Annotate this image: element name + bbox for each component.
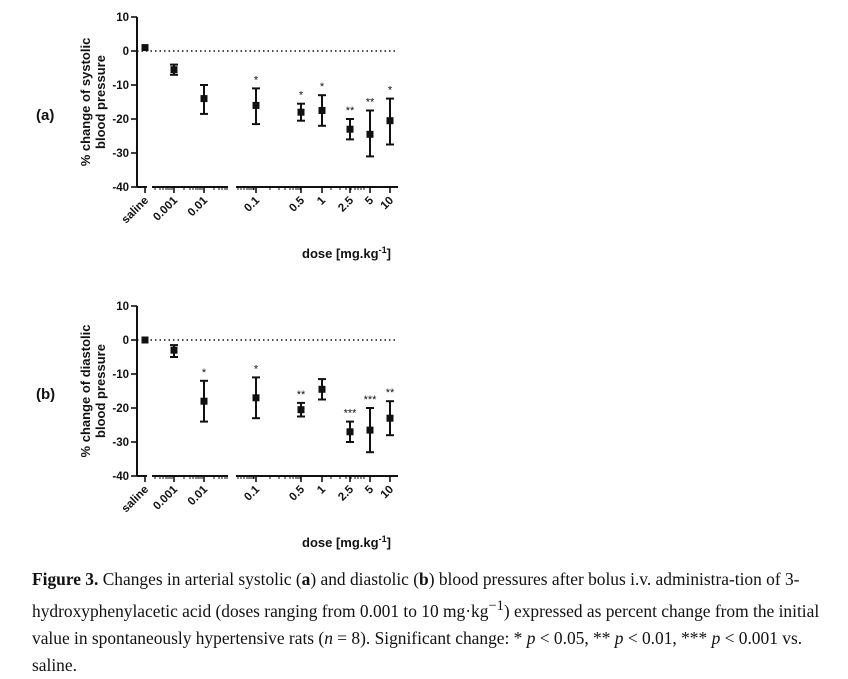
x-tick-label: 0.1 (242, 194, 262, 214)
caption-text-5: = 8). Significant change: * (332, 627, 527, 648)
data-point (297, 108, 305, 116)
significance-marker: * (254, 363, 259, 375)
x-axis-title-text: dose [mg.kg (302, 535, 379, 550)
data-point (346, 125, 354, 133)
significance-marker: *** (364, 394, 378, 406)
caption-text-3: ) blood pressures after bolus i.v. admin… (32, 569, 800, 621)
caption-text-4: ) expressed as percent change from the i… (32, 600, 820, 648)
x-tick-label: 2.5 (336, 483, 356, 503)
x-tick-label: 1 (315, 483, 328, 496)
significance-marker: ** (297, 389, 306, 401)
significance-marker: ** (386, 387, 395, 399)
caption-n: n (324, 627, 333, 648)
x-tick-label: 0.5 (287, 483, 307, 503)
data-point (346, 428, 354, 436)
y-tick-label: 0 (123, 46, 129, 58)
figure: (a)% change of systolicblood pressure100… (36, 12, 398, 550)
y-tick-label: 0 (123, 335, 129, 347)
data-point (386, 117, 394, 125)
caption-text-8: < 0.001 vs. saline. (32, 627, 803, 675)
panel-label: (a) (36, 107, 54, 124)
caption-superscript: −1 (488, 598, 504, 614)
significance-marker: * (254, 74, 259, 86)
x-axis-title-end: ] (387, 535, 391, 550)
x-tick-label: 0.5 (287, 194, 307, 214)
y-tick-label: -40 (112, 471, 129, 483)
y-tick-label: -20 (112, 114, 129, 126)
data-point (366, 130, 374, 138)
x-tick-label: 0.1 (242, 483, 262, 503)
x-tick-label: 5 (363, 483, 376, 496)
data-point (252, 394, 260, 402)
x-tick-label: saline (120, 195, 152, 227)
x-axis-title-text: dose [mg.kg (302, 246, 379, 261)
data-point (170, 346, 178, 354)
significance-marker: * (202, 367, 207, 379)
x-tick-label: 2.5 (336, 194, 356, 214)
data-point (318, 107, 326, 114)
data-point (200, 397, 208, 405)
y-tick-label: -30 (112, 148, 129, 160)
y-tick-label: 10 (116, 301, 129, 313)
chart-panel-a: (a)% change of systolicblood pressure100… (36, 12, 398, 261)
x-axis-title: dose [mg.kg-1] (302, 245, 391, 261)
chart-panel-b: (b)% change of diastolicblood pressure10… (36, 301, 398, 550)
data-point (141, 336, 149, 344)
data-point (386, 414, 394, 422)
x-axis-title-superscript: -1 (379, 245, 387, 255)
caption-p3: p (711, 627, 721, 648)
x-axis-title-superscript: -1 (379, 534, 387, 544)
data-point (170, 66, 178, 74)
x-tick-label: saline (120, 484, 152, 516)
significance-marker: * (299, 90, 304, 102)
panel-label: (b) (36, 386, 55, 403)
significance-marker: ** (346, 105, 355, 117)
data-point (200, 95, 208, 103)
y-axis-title-line: % change of diastolic (78, 325, 93, 458)
x-tick-label: 1 (315, 194, 328, 207)
x-tick-label: 0.001 (151, 483, 180, 512)
significance-marker: * (320, 81, 325, 93)
significance-marker: *** (344, 408, 358, 420)
y-tick-label: -40 (112, 182, 129, 194)
x-tick-label: 10 (379, 484, 397, 502)
y-axis-title-line: blood pressure (93, 55, 108, 149)
x-axis-title: dose [mg.kg-1] (302, 534, 391, 550)
caption-p1: p (526, 627, 536, 648)
y-axis-title: % change of systolicblood pressure (78, 38, 108, 167)
x-tick-label: 5 (363, 194, 376, 207)
y-tick-label: -10 (112, 80, 129, 92)
data-point (141, 44, 149, 52)
significance-marker: ** (366, 97, 375, 109)
caption-panel-b: b (419, 569, 429, 589)
x-tick-label: 0.001 (151, 194, 180, 223)
caption-panel-a: a (301, 569, 311, 589)
caption-text-6: < 0.05, ** (535, 627, 615, 648)
figure-caption: Figure 3. Changes in arterial systolic (… (32, 566, 832, 679)
data-point (318, 385, 326, 393)
x-axis-title-end: ] (387, 246, 391, 261)
data-point (297, 406, 305, 414)
caption-text-7: < 0.01, *** (623, 627, 712, 648)
caption-label: Figure 3. (32, 569, 99, 589)
y-tick-label: -30 (112, 437, 129, 449)
caption-p2: p (614, 627, 624, 648)
y-axis-title: % change of diastolicblood pressure (78, 325, 108, 458)
data-point (366, 426, 374, 434)
y-tick-label: -10 (112, 369, 129, 381)
data-point (252, 101, 260, 109)
caption-text-2: ) and diastolic ( (310, 569, 420, 589)
y-axis-title-line: % change of systolic (78, 38, 93, 167)
x-tick-label: 0.01 (186, 483, 211, 508)
y-tick-label: 10 (116, 12, 129, 24)
x-tick-label: 10 (379, 195, 397, 213)
x-tick-label: 0.01 (186, 194, 211, 219)
caption-text-1: Changes in arterial systolic ( (98, 569, 302, 589)
significance-marker: * (388, 85, 393, 97)
y-tick-label: -20 (112, 403, 129, 415)
y-axis-title-line: blood pressure (93, 344, 108, 438)
